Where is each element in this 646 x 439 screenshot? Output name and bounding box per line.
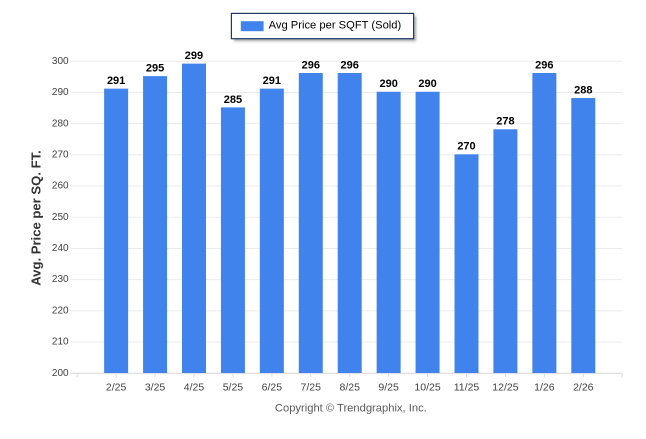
svg-text:295: 295 — [146, 63, 164, 75]
svg-text:5/25: 5/25 — [223, 381, 244, 393]
svg-text:296: 296 — [341, 59, 359, 71]
svg-text:220: 220 — [52, 305, 69, 316]
svg-text:250: 250 — [52, 212, 69, 223]
svg-text:8/25: 8/25 — [339, 381, 360, 393]
svg-text:270: 270 — [457, 141, 475, 153]
svg-text:296: 296 — [302, 59, 320, 71]
svg-text:2/26: 2/26 — [573, 381, 594, 393]
svg-text:230: 230 — [52, 274, 69, 285]
svg-text:4/25: 4/25 — [184, 381, 205, 393]
svg-text:2/25: 2/25 — [106, 381, 127, 393]
svg-text:10/25: 10/25 — [414, 381, 440, 393]
svg-text:6/25: 6/25 — [262, 381, 283, 393]
svg-text:300: 300 — [52, 56, 69, 67]
svg-text:9/25: 9/25 — [378, 381, 399, 393]
svg-text:12/25: 12/25 — [492, 381, 518, 393]
svg-text:278: 278 — [496, 116, 514, 128]
svg-text:3/25: 3/25 — [145, 381, 166, 393]
svg-text:270: 270 — [52, 150, 69, 161]
svg-text:288: 288 — [574, 84, 592, 96]
svg-text:200: 200 — [52, 368, 69, 379]
svg-text:291: 291 — [263, 75, 281, 87]
svg-text:290: 290 — [418, 78, 436, 90]
svg-text:11/25: 11/25 — [454, 381, 480, 393]
svg-text:285: 285 — [224, 94, 242, 106]
svg-text:299: 299 — [185, 50, 203, 62]
svg-text:291: 291 — [107, 75, 125, 87]
svg-text:290: 290 — [52, 87, 69, 98]
svg-text:7/25: 7/25 — [301, 381, 322, 393]
svg-text:240: 240 — [52, 243, 69, 254]
svg-text:Avg. Price per SQ. FT.: Avg. Price per SQ. FT. — [29, 150, 44, 286]
svg-text:280: 280 — [52, 118, 69, 129]
svg-text:210: 210 — [52, 337, 69, 348]
svg-text:290: 290 — [379, 78, 397, 90]
svg-text:296: 296 — [535, 59, 553, 71]
svg-text:Copyright © Trendgraphix, Inc.: Copyright © Trendgraphix, Inc. — [275, 403, 427, 415]
svg-text:Avg Price per SQFT (Sold): Avg Price per SQFT (Sold) — [269, 20, 402, 32]
svg-text:260: 260 — [52, 181, 69, 192]
svg-text:1/26: 1/26 — [534, 381, 555, 393]
